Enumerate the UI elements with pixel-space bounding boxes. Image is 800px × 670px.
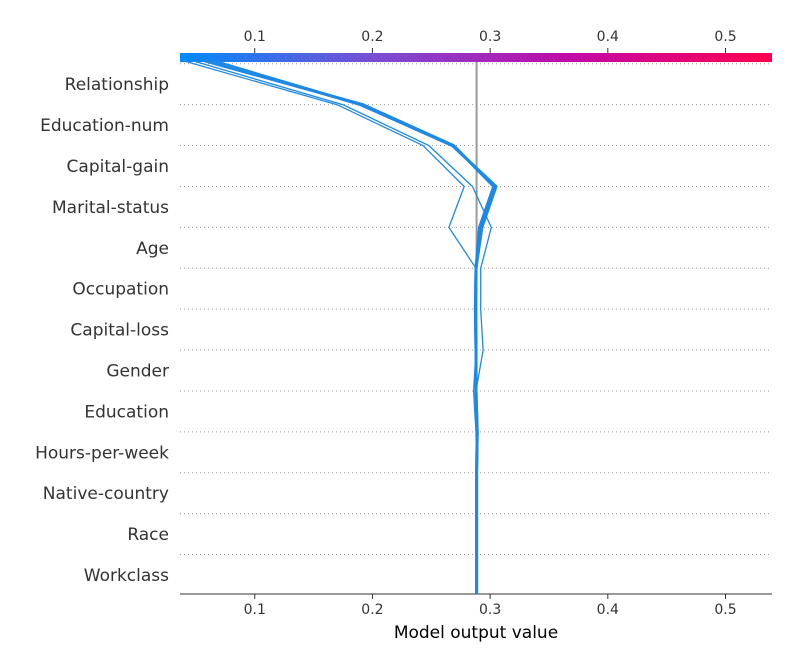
feature-label: Hours-per-week bbox=[35, 443, 169, 463]
decision-line bbox=[204, 59, 496, 594]
x-axis-label: Model output value bbox=[394, 623, 558, 643]
bottom-tick-label: 0.2 bbox=[361, 602, 383, 618]
feature-label: Education bbox=[84, 402, 169, 422]
feature-label: Capital-loss bbox=[70, 321, 169, 341]
top-tick-label: 0.2 bbox=[361, 29, 383, 45]
feature-labels: Workclass Race Native-country Hours-per-wee… bbox=[35, 75, 169, 586]
decision-lines bbox=[183, 59, 498, 594]
feature-label: Age bbox=[136, 239, 169, 259]
feature-label: Relationship bbox=[65, 75, 169, 95]
top-axis: 0.1 0.2 0.3 0.4 0.5 bbox=[244, 29, 737, 53]
colorbar bbox=[180, 53, 772, 62]
feature-label: Workclass bbox=[84, 566, 169, 586]
feature-label: Capital-gain bbox=[67, 157, 169, 177]
top-tick-label: 0.3 bbox=[479, 29, 501, 45]
bottom-tick-label: 0.1 bbox=[244, 602, 266, 618]
feature-label: Occupation bbox=[72, 280, 169, 300]
decision-line bbox=[213, 59, 498, 594]
bottom-tick-label: 0.3 bbox=[479, 602, 501, 618]
top-tick-label: 0.1 bbox=[244, 29, 266, 45]
bottom-tick-label: 0.5 bbox=[714, 602, 736, 618]
feature-label: Education-num bbox=[40, 116, 169, 136]
feature-label: Race bbox=[127, 525, 169, 545]
feature-label: Native-country bbox=[43, 484, 169, 504]
top-tick-label: 0.5 bbox=[714, 29, 736, 45]
top-tick-label: 0.4 bbox=[597, 29, 619, 45]
feature-label: Gender bbox=[106, 362, 169, 382]
bottom-axis: 0.1 0.2 0.3 0.4 0.5 bbox=[244, 594, 737, 618]
feature-label: Marital-status bbox=[52, 198, 169, 218]
bottom-tick-label: 0.4 bbox=[597, 602, 619, 618]
